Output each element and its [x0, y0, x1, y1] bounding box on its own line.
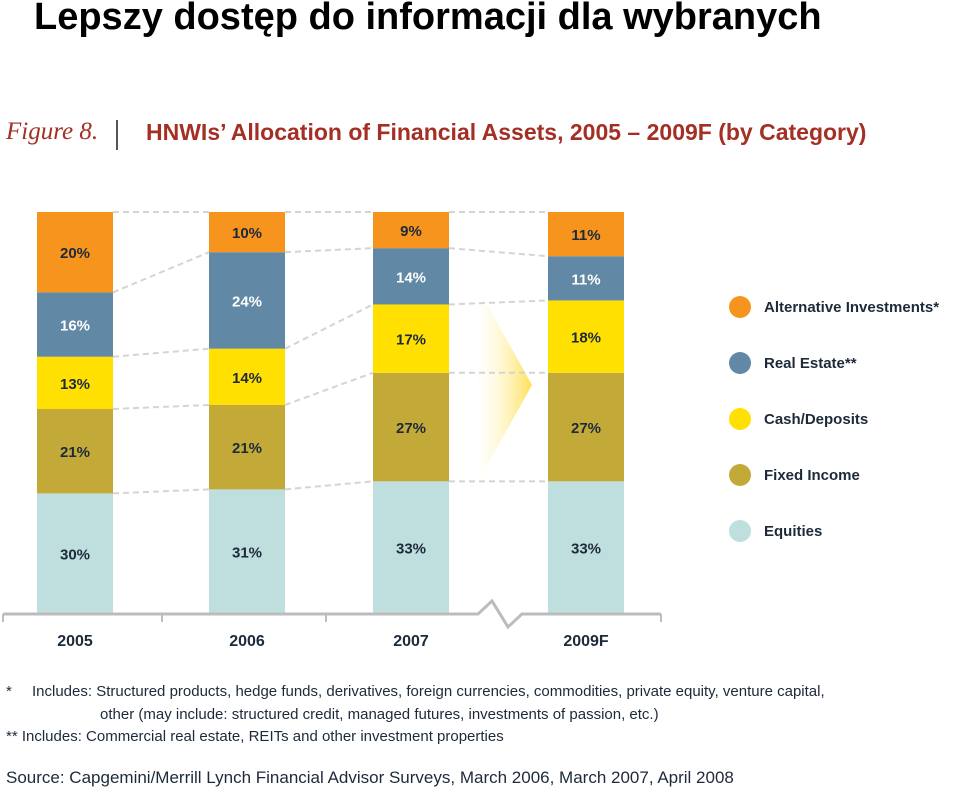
- bar-segment: [37, 212, 113, 293]
- bar-segment: [37, 356, 113, 409]
- bar-segment: [548, 256, 624, 301]
- x-tick-label: 2009F: [563, 633, 609, 650]
- legend-swatch: [729, 520, 751, 542]
- bar-segment: [209, 252, 285, 349]
- figure-header: Figure 8. HNWIs’ Allocation of Financial…: [4, 116, 960, 156]
- legend-label: Equities: [764, 523, 822, 540]
- bar-segment: [37, 493, 113, 614]
- connector-line: [112, 488, 210, 495]
- data-label: 10%: [232, 225, 262, 242]
- data-label: 33%: [396, 541, 426, 558]
- legend-swatch: [729, 408, 751, 430]
- bar-segment: [373, 481, 449, 614]
- connector-line: [112, 251, 210, 294]
- legend-label: Fixed Income: [764, 467, 860, 484]
- data-label: 17%: [396, 332, 426, 349]
- bar-segment: [373, 372, 449, 482]
- data-label: 24%: [232, 293, 262, 310]
- data-label: 30%: [60, 547, 90, 564]
- data-label: 14%: [232, 370, 262, 387]
- data-label: 31%: [232, 545, 262, 562]
- figure-label: Figure 8.: [6, 118, 99, 145]
- x-tick-label: 2005: [57, 633, 93, 650]
- data-label: 18%: [571, 330, 601, 347]
- stacked-bar-chart: 30% 21% 13% 16% 20% 31% 21% 14% 24% 10% 33% 27% 17% 1…: [2, 211, 939, 650]
- connector-line: [284, 247, 374, 254]
- connector-line: [112, 403, 210, 410]
- bar-segment: [548, 300, 624, 373]
- data-label: 14%: [396, 269, 426, 286]
- x-tick-label: 2006: [229, 633, 265, 650]
- data-label: 9%: [400, 223, 422, 240]
- data-label: 27%: [571, 420, 601, 437]
- legend-label: Cash/Deposits: [764, 411, 868, 428]
- connector-line: [284, 371, 374, 406]
- footnote-2: ** Includes: Commercial real estate, REI…: [6, 728, 504, 745]
- legend-swatch: [729, 464, 751, 486]
- footnote-1-continuation: other (may include: structured credit, m…: [100, 706, 659, 723]
- x-tick-label: 2007: [393, 633, 429, 650]
- bar-segment: [37, 292, 113, 357]
- data-label: 16%: [60, 318, 90, 335]
- data-label: 33%: [571, 541, 601, 558]
- data-label: 20%: [60, 245, 90, 262]
- legend-label: Alternative Investments*: [764, 299, 939, 316]
- source-note: Source: Capgemini/Merrill Lynch Financia…: [6, 768, 734, 787]
- x-axis-line: [3, 598, 661, 630]
- legend-swatch: [729, 296, 751, 318]
- data-label: 27%: [396, 420, 426, 437]
- data-label: 13%: [60, 376, 90, 393]
- figure-separator: [116, 120, 118, 150]
- connector-line: [448, 247, 549, 258]
- bar-segment: [209, 212, 285, 253]
- data-label: 21%: [60, 444, 90, 461]
- bar-segment: [209, 489, 285, 614]
- bar-segment: [37, 408, 113, 494]
- slide-title: Lepszy dostęp do informacji dla wybranyc…: [34, 0, 822, 38]
- connector-line: [284, 480, 374, 491]
- footnote-1-marker: *: [6, 683, 12, 700]
- connector-line: [112, 347, 210, 358]
- connector-line: [448, 299, 549, 306]
- bar-segment: [373, 248, 449, 305]
- bar-segment: [548, 372, 624, 482]
- bar-segment: [373, 304, 449, 373]
- connector-line: [284, 303, 374, 350]
- bar-segment: [209, 348, 285, 405]
- figure-title: HNWIs’ Allocation of Financial Assets, 2…: [146, 119, 867, 145]
- footnote-1-text: Includes: Structured products, hedge fun…: [32, 683, 825, 700]
- trend-arrow: [475, 283, 532, 487]
- data-label: 21%: [232, 440, 262, 457]
- data-label: 11%: [571, 227, 600, 244]
- data-label: 11%: [571, 271, 600, 288]
- legend-swatch: [729, 352, 751, 374]
- bar-segment: [548, 481, 624, 614]
- bar-segment: [548, 212, 624, 257]
- legend-label: Real Estate**: [764, 355, 857, 372]
- bar-segment: [209, 404, 285, 490]
- bar-segment: [373, 212, 449, 249]
